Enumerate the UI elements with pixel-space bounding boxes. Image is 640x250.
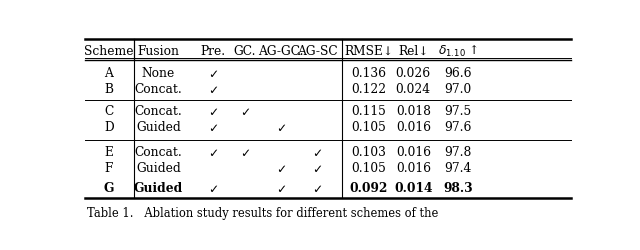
Text: B: B (104, 82, 113, 96)
Text: 0.016: 0.016 (396, 121, 431, 134)
Text: 0.105: 0.105 (351, 162, 386, 175)
Text: $\checkmark$: $\checkmark$ (312, 162, 322, 175)
Text: F: F (104, 162, 113, 175)
Text: Concat.: Concat. (134, 146, 182, 159)
Text: $\checkmark$: $\checkmark$ (312, 146, 322, 159)
Text: Scheme: Scheme (84, 45, 134, 58)
Text: $\checkmark$: $\checkmark$ (208, 121, 218, 134)
Text: G: G (104, 182, 114, 195)
Text: RMSE↓: RMSE↓ (344, 45, 393, 58)
Text: GC.: GC. (234, 45, 256, 58)
Text: 0.105: 0.105 (351, 121, 386, 134)
Text: 97.8: 97.8 (444, 146, 472, 159)
Text: 0.018: 0.018 (396, 105, 431, 118)
Text: $\checkmark$: $\checkmark$ (208, 82, 218, 96)
Text: Guided: Guided (134, 182, 183, 195)
Text: $\checkmark$: $\checkmark$ (239, 146, 250, 159)
Text: AG-SC: AG-SC (297, 45, 337, 58)
Text: 97.6: 97.6 (444, 121, 472, 134)
Text: 0.122: 0.122 (351, 82, 386, 96)
Text: C: C (104, 105, 113, 118)
Text: Concat.: Concat. (134, 105, 182, 118)
Text: 97.5: 97.5 (444, 105, 472, 118)
Text: 0.103: 0.103 (351, 146, 386, 159)
Text: 0.136: 0.136 (351, 67, 386, 80)
Text: $\checkmark$: $\checkmark$ (276, 121, 286, 134)
Text: $\checkmark$: $\checkmark$ (208, 105, 218, 118)
Text: Concat.: Concat. (134, 82, 182, 96)
Text: 98.3: 98.3 (443, 182, 473, 195)
Text: Rel↓: Rel↓ (398, 45, 429, 58)
Text: $\checkmark$: $\checkmark$ (276, 162, 286, 175)
Text: $\checkmark$: $\checkmark$ (208, 146, 218, 159)
Text: Fusion: Fusion (138, 45, 179, 58)
Text: 97.4: 97.4 (444, 162, 472, 175)
Text: $\checkmark$: $\checkmark$ (208, 182, 218, 195)
Text: $\delta_{1.10}$ ↑: $\delta_{1.10}$ ↑ (438, 44, 478, 59)
Text: $\checkmark$: $\checkmark$ (276, 182, 286, 195)
Text: 0.092: 0.092 (349, 182, 388, 195)
Text: Guided: Guided (136, 121, 180, 134)
Text: 0.115: 0.115 (351, 105, 386, 118)
Text: $\checkmark$: $\checkmark$ (208, 67, 218, 80)
Text: A: A (104, 67, 113, 80)
Text: AG-GC.: AG-GC. (258, 45, 303, 58)
Text: D: D (104, 121, 114, 134)
Text: $\checkmark$: $\checkmark$ (239, 105, 250, 118)
Text: None: None (141, 67, 175, 80)
Text: Guided: Guided (136, 162, 180, 175)
Text: 0.024: 0.024 (396, 82, 431, 96)
Text: $\checkmark$: $\checkmark$ (312, 182, 322, 195)
Text: 0.026: 0.026 (396, 67, 431, 80)
Text: 0.016: 0.016 (396, 146, 431, 159)
Text: 96.6: 96.6 (444, 67, 472, 80)
Text: Table 1.   Ablation study results for different schemes of the: Table 1. Ablation study results for diff… (88, 207, 439, 220)
Text: 97.0: 97.0 (444, 82, 472, 96)
Text: E: E (104, 146, 113, 159)
Text: Pre.: Pre. (200, 45, 225, 58)
Text: 0.016: 0.016 (396, 162, 431, 175)
Text: 0.014: 0.014 (394, 182, 433, 195)
